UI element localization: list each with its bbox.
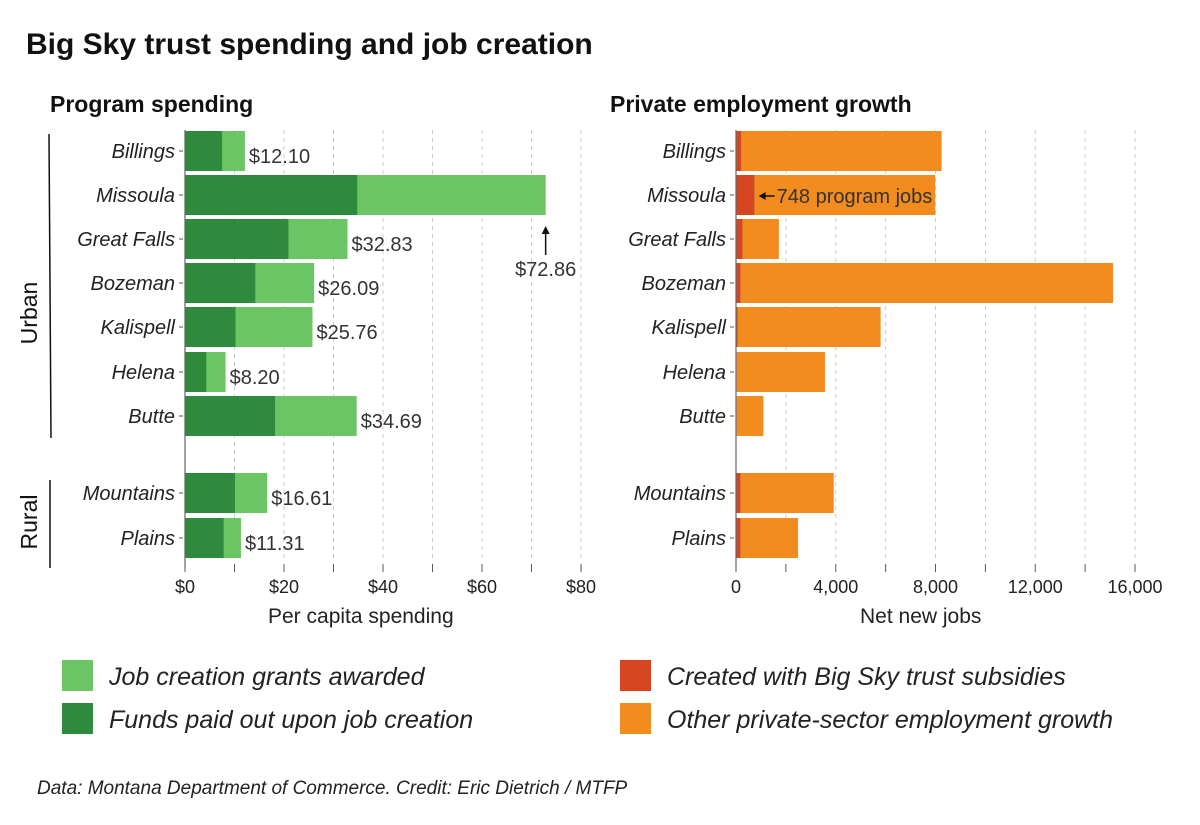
left-category-label: Great Falls	[77, 229, 175, 251]
bar-other-growth	[736, 396, 764, 436]
right-panel-title: Private employment growth	[610, 91, 912, 117]
data-label: $72.86	[515, 259, 576, 281]
right-x-axis-label: Net new jobs	[860, 605, 981, 628]
data-label: $12.10	[249, 146, 310, 168]
right-x-tick-label: 4,000	[813, 577, 858, 597]
legend-label: Funds paid out upon job creation	[109, 706, 473, 734]
bar-funds-paid	[185, 131, 223, 171]
legend-label: Created with Big Sky trust subsidies	[667, 663, 1066, 691]
bar-other-growth	[740, 263, 1114, 303]
left-x-tick-label: $0	[175, 577, 195, 597]
left-x-axis-label: Per capita spending	[268, 605, 454, 628]
annotation-arrowhead	[758, 192, 766, 200]
bar-funds-paid	[185, 307, 236, 347]
left-panel-title: Program spending	[50, 91, 253, 117]
legend-swatch	[62, 660, 93, 691]
right-category-label: Missoula	[647, 185, 726, 207]
data-label: $16.61	[271, 488, 332, 510]
legend-label: Job creation grants awarded	[108, 663, 426, 691]
legend-swatch	[620, 660, 651, 691]
left-category-label: Butte	[128, 406, 175, 428]
data-label: $25.76	[317, 322, 378, 344]
legend-swatch	[62, 703, 93, 734]
bar-subsidized-jobs	[736, 518, 741, 558]
bar-subsidized-jobs	[736, 175, 755, 215]
left-category-label: Kalispell	[101, 317, 176, 339]
right-category-label: Bozeman	[642, 273, 727, 295]
bar-subsidized-jobs	[736, 473, 741, 513]
annotation-arrowhead	[541, 226, 550, 234]
left-category-label: Mountains	[83, 483, 175, 505]
data-label: $8.20	[230, 367, 280, 389]
left-category-label: Billings	[112, 141, 175, 163]
bar-funds-paid	[185, 518, 224, 558]
bar-other-growth	[741, 131, 942, 171]
urban-group-label: Urban	[16, 282, 42, 345]
bar-funds-paid	[185, 175, 358, 215]
right-x-tick-label: 12,000	[1008, 577, 1063, 597]
right-x-tick-label: 8,000	[913, 577, 958, 597]
bar-other-growth	[736, 352, 826, 392]
right-x-tick-label: 16,000	[1107, 577, 1162, 597]
bar-funds-paid	[185, 352, 207, 392]
data-label: $34.69	[361, 411, 422, 433]
bar-other-growth	[737, 307, 881, 347]
right-category-label: Billings	[663, 141, 726, 163]
bar-subsidized-jobs	[736, 307, 738, 347]
left-category-label: Missoula	[96, 185, 175, 207]
bar-funds-paid	[185, 219, 289, 259]
annotation-label: 748 program jobs	[777, 186, 933, 208]
urban-group-bracket	[48, 133, 52, 439]
left-x-tick-label: $40	[368, 577, 398, 597]
right-category-label: Butte	[679, 406, 726, 428]
data-label: $26.09	[318, 278, 379, 300]
bar-funds-paid	[185, 263, 256, 303]
left-category-label: Bozeman	[91, 273, 176, 295]
bar-other-growth	[742, 219, 779, 259]
right-category-label: Plains	[672, 528, 726, 550]
data-label: $11.31	[245, 533, 305, 555]
bar-other-growth	[754, 175, 936, 215]
bar-subsidized-jobs	[736, 219, 743, 259]
left-x-tick-label: $80	[566, 577, 596, 597]
rural-group-label: Rural	[16, 495, 42, 550]
bar-subsidized-jobs	[736, 263, 741, 303]
legend-swatch	[620, 703, 651, 734]
data-label: $32.83	[352, 234, 413, 256]
footer-credit: Data: Montana Department of Commerce. Cr…	[37, 778, 628, 799]
bar-funds-paid	[185, 473, 235, 513]
right-category-label: Kalispell	[652, 317, 727, 339]
right-category-label: Helena	[663, 362, 726, 384]
left-x-tick-label: $20	[269, 577, 299, 597]
left-x-tick-label: $60	[467, 577, 497, 597]
left-category-label: Plains	[121, 528, 175, 550]
left-category-label: Helena	[112, 362, 175, 384]
right-category-label: Great Falls	[628, 229, 726, 251]
bar-other-growth	[740, 473, 834, 513]
bar-other-growth	[740, 518, 799, 558]
legend-label: Other private-sector employment growth	[667, 706, 1113, 734]
bar-funds-paid	[185, 396, 276, 436]
bar-subsidized-jobs	[736, 131, 742, 171]
right-x-tick-label: 0	[731, 577, 741, 597]
chart-title: Big Sky trust spending and job creation	[26, 28, 593, 61]
right-category-label: Mountains	[634, 483, 726, 505]
